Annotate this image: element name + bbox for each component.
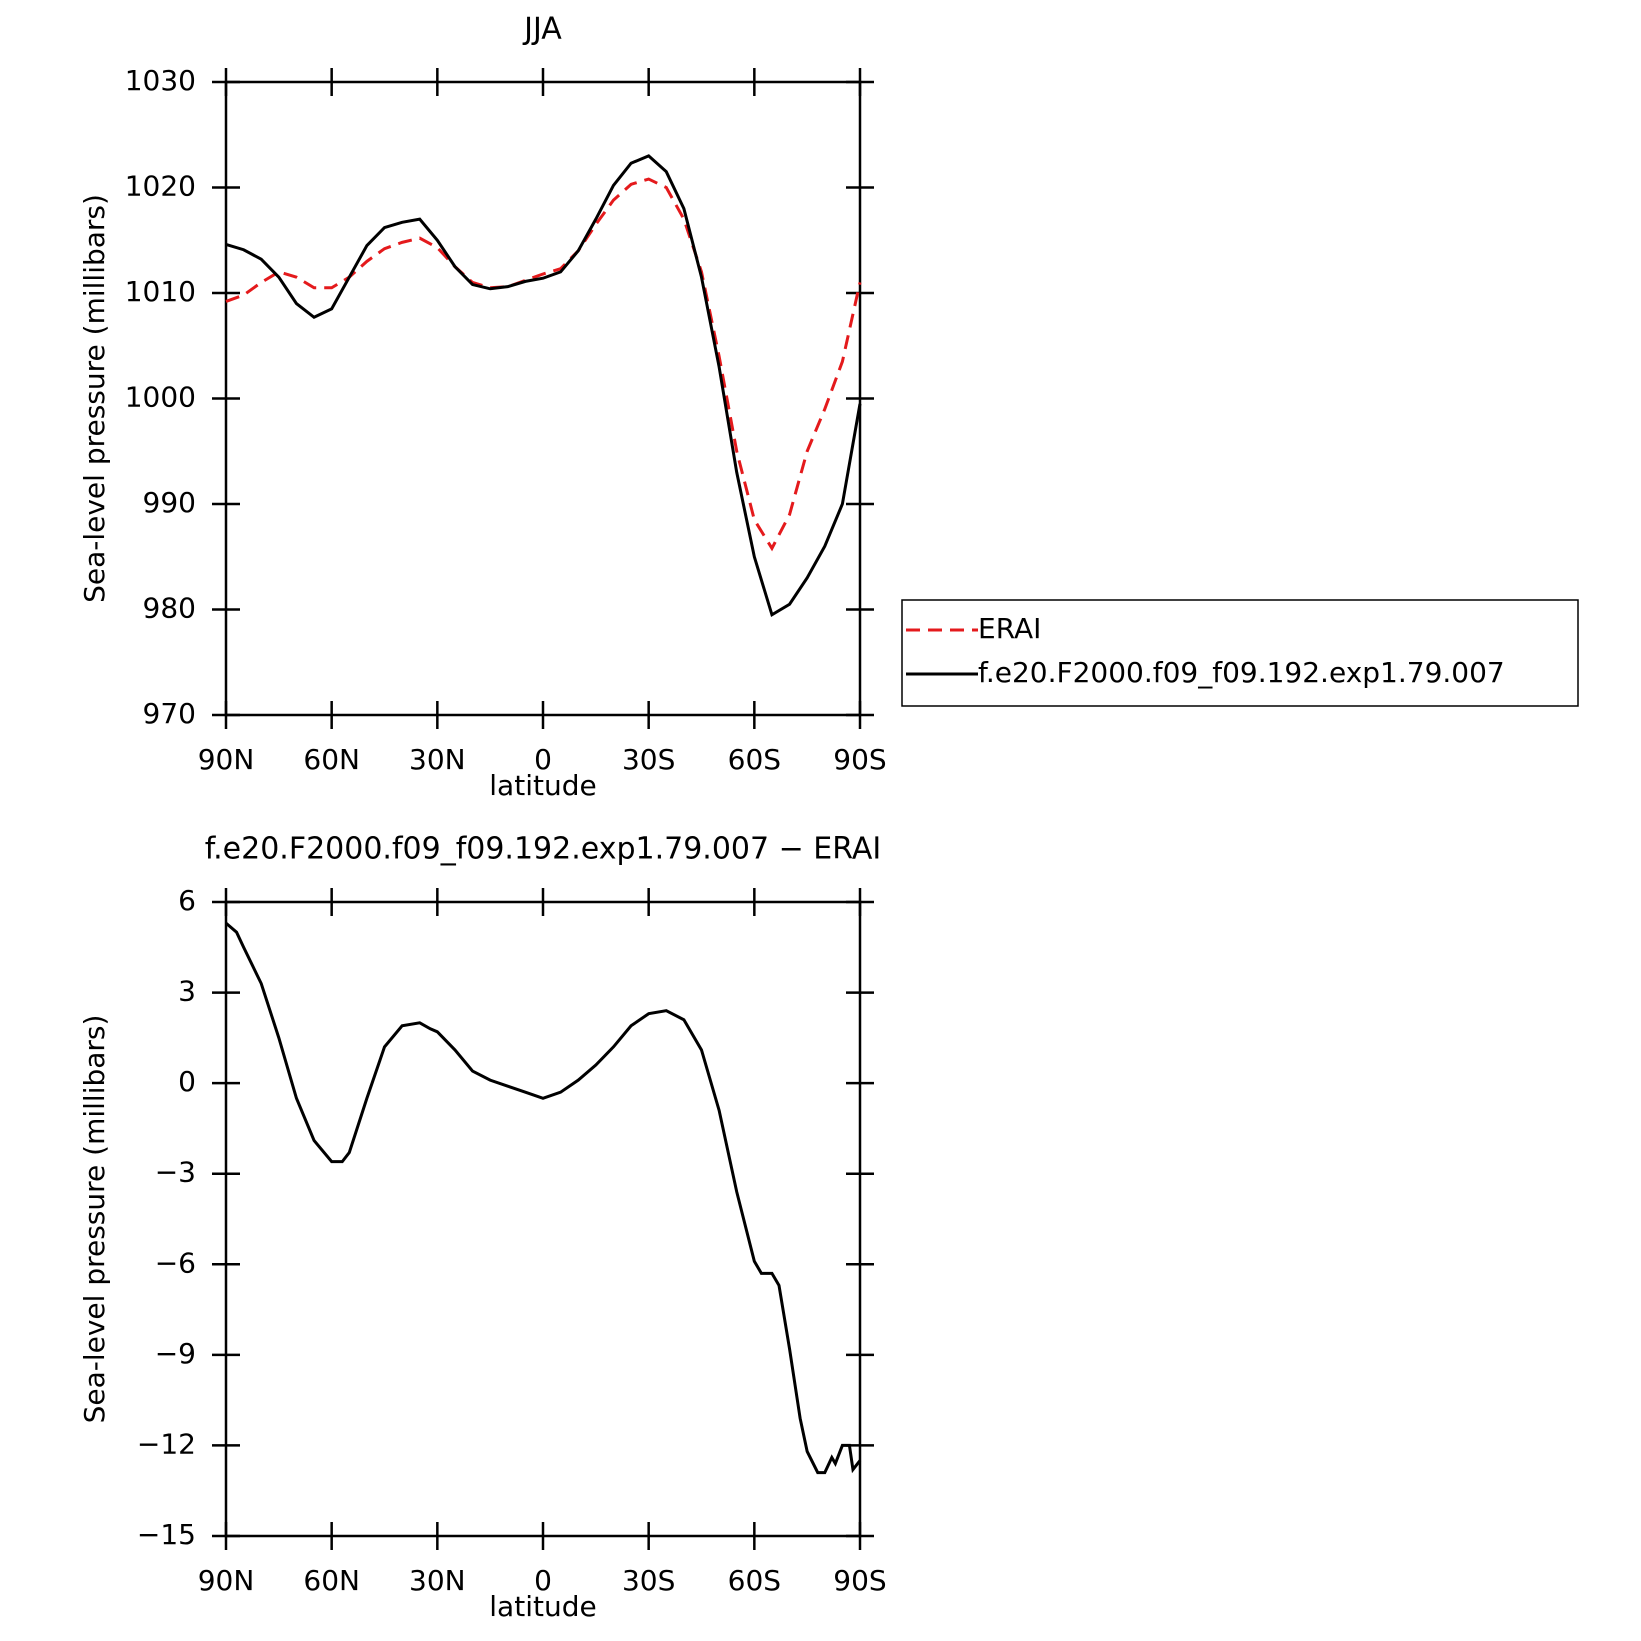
y-tick-label: −3 <box>155 1156 196 1189</box>
x-axis-label: latitude <box>489 1590 596 1623</box>
data-line <box>225 921 862 1475</box>
x-tick-label: 60N <box>303 1564 360 1597</box>
y-tick-label: 1010 <box>125 275 196 308</box>
x-tick-label: 60S <box>728 743 781 776</box>
data-line <box>225 154 862 618</box>
y-tick-label: −12 <box>137 1427 196 1460</box>
legend-label: f.e20.F2000.f09_f09.192.exp1.79.007 <box>978 656 1505 689</box>
x-tick-label: 0 <box>534 1564 552 1597</box>
y-tick-label: 970 <box>143 697 196 730</box>
y-tick-label: −15 <box>137 1518 196 1551</box>
plot-frame <box>224 80 862 717</box>
y-tick-label: 980 <box>143 592 196 625</box>
x-tick-label: 30N <box>409 743 466 776</box>
legend-label: ERAI <box>978 612 1041 645</box>
y-tick-label: 6 <box>178 884 196 917</box>
x-tick-label: 90S <box>833 743 886 776</box>
x-tick-label: 30N <box>409 1564 466 1597</box>
x-tick-label: 60S <box>728 1564 781 1597</box>
y-axis-label: Sea-level pressure (millibars) <box>78 194 111 603</box>
x-tick-label: 90N <box>198 743 255 776</box>
x-tick-label: 90N <box>198 1564 255 1597</box>
x-tick-label: 0 <box>534 743 552 776</box>
legend-box <box>901 599 1579 707</box>
y-tick-label: −6 <box>155 1246 196 1279</box>
y-axis-label: Sea-level pressure (millibars) <box>78 1015 111 1424</box>
x-tick-label: 90S <box>833 1564 886 1597</box>
x-tick-label: 30S <box>622 1564 675 1597</box>
y-tick-label: 0 <box>178 1065 196 1098</box>
x-axis-label: latitude <box>489 769 596 802</box>
data-line <box>225 177 862 552</box>
chart-title: f.e20.F2000.f09_f09.192.exp1.79.007 − ER… <box>205 832 882 867</box>
y-tick-label: 1020 <box>125 170 196 203</box>
y-tick-label: 1030 <box>125 64 196 97</box>
y-tick-label: −9 <box>155 1337 196 1370</box>
x-tick-label: 60N <box>303 743 360 776</box>
y-tick-label: 3 <box>178 975 196 1008</box>
x-tick-label: 30S <box>622 743 675 776</box>
y-tick-label: 990 <box>143 486 196 519</box>
y-tick-label: 1000 <box>125 381 196 414</box>
plot-frame <box>224 900 862 1538</box>
chart-title: JJA <box>522 12 562 47</box>
